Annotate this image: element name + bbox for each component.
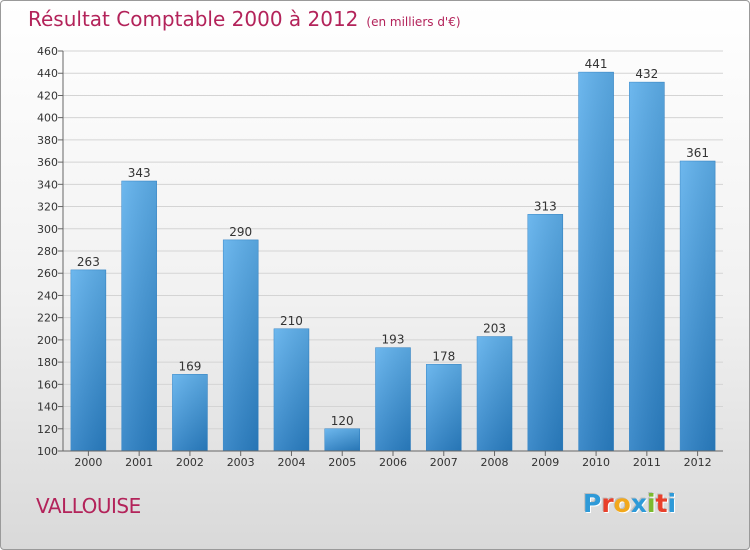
data-label: 290 xyxy=(229,225,252,239)
bar-shade xyxy=(324,428,360,451)
data-label: 432 xyxy=(635,67,658,81)
x-tick-label: 2002 xyxy=(176,456,204,469)
x-tick-label: 2010 xyxy=(582,456,610,469)
y-tick-label: 120 xyxy=(37,423,58,436)
x-tick-label: 2006 xyxy=(379,456,407,469)
data-label: 441 xyxy=(585,57,608,71)
bar-shade xyxy=(527,214,563,451)
bar-shade xyxy=(477,336,513,451)
y-tick-label: 440 xyxy=(37,67,58,80)
y-tick-label: 240 xyxy=(37,289,58,302)
data-label: 178 xyxy=(432,349,455,363)
y-tick-label: 300 xyxy=(37,223,58,236)
y-tick-label: 180 xyxy=(37,356,58,369)
bar-shade xyxy=(578,72,614,451)
logo-letter: x xyxy=(630,489,647,518)
bar-shade xyxy=(223,239,259,451)
bar-shade xyxy=(629,82,665,451)
chart-title-block: Résultat Comptable 2000 à 2012 (en millie… xyxy=(28,7,461,31)
data-label: 361 xyxy=(686,146,709,160)
x-tick-label: 2001 xyxy=(125,456,153,469)
logo-letter: i xyxy=(667,489,677,518)
y-tick-label: 160 xyxy=(37,378,58,391)
data-label: 263 xyxy=(77,255,100,269)
data-label: 169 xyxy=(178,359,201,373)
logo-letter: r xyxy=(601,489,614,518)
proxiti-logo[interactable]: Proxiti xyxy=(583,489,676,518)
logo-letter: o xyxy=(613,489,631,518)
x-tick-label: 2012 xyxy=(684,456,712,469)
x-tick-label: 2011 xyxy=(633,456,661,469)
data-label: 120 xyxy=(331,414,354,428)
y-tick-label: 220 xyxy=(37,312,58,325)
commune-name: VALLOUISE xyxy=(36,494,141,518)
y-tick-label: 320 xyxy=(37,201,58,214)
y-tick-label: 360 xyxy=(37,156,58,169)
x-tick-label: 2007 xyxy=(430,456,458,469)
y-tick-label: 420 xyxy=(37,89,58,102)
x-tick-label: 2003 xyxy=(227,456,255,469)
bar-shade xyxy=(273,328,309,451)
chart-unit: (en milliers d'€) xyxy=(366,15,461,29)
y-tick-label: 200 xyxy=(37,334,58,347)
x-tick-label: 2004 xyxy=(277,456,305,469)
y-tick-label: 100 xyxy=(37,445,58,458)
x-tick-label: 2008 xyxy=(481,456,509,469)
bar-shade xyxy=(680,161,716,451)
y-tick-label: 380 xyxy=(37,134,58,147)
data-label: 203 xyxy=(483,322,506,336)
x-tick-label: 2000 xyxy=(74,456,102,469)
x-tick-label: 2005 xyxy=(328,456,356,469)
y-tick-label: 260 xyxy=(37,267,58,280)
chart-title: Résultat Comptable 2000 à 2012 xyxy=(28,7,359,31)
bar-shade xyxy=(70,269,106,451)
data-label: 343 xyxy=(128,166,151,180)
y-tick-label: 340 xyxy=(37,178,58,191)
data-label: 193 xyxy=(382,333,405,347)
y-tick-label: 140 xyxy=(37,401,58,414)
y-tick-label: 280 xyxy=(37,245,58,258)
bar-shade xyxy=(121,181,157,451)
y-tick-label: 460 xyxy=(37,45,58,58)
bar-shade xyxy=(172,374,208,451)
bar-shade xyxy=(426,364,462,451)
logo-letter: t xyxy=(655,489,668,518)
data-label: 210 xyxy=(280,314,303,328)
data-label: 313 xyxy=(534,199,557,213)
x-tick-label: 2009 xyxy=(531,456,559,469)
logo-letter: i xyxy=(647,489,656,518)
y-tick-label: 400 xyxy=(37,112,58,125)
bar-shade xyxy=(375,347,411,451)
logo-letter: P xyxy=(583,489,602,518)
